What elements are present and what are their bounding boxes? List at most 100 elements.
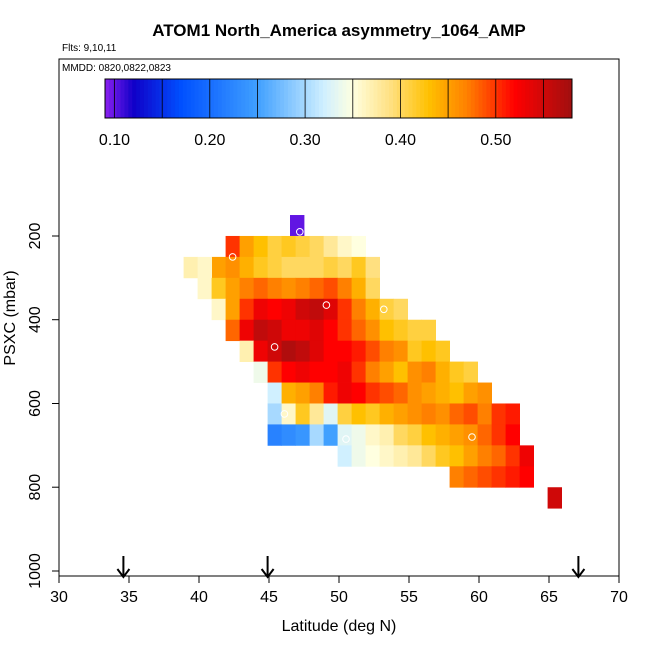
- heatmap-cell: [435, 403, 450, 425]
- heatmap-cell: [239, 235, 254, 258]
- heatmap-cells: [183, 215, 562, 509]
- heatmap-cell: [295, 256, 310, 279]
- heatmap-cell: [421, 340, 436, 362]
- heatmap-cell: [365, 361, 380, 383]
- heatmap-cell: [309, 298, 324, 321]
- heatmap-cell: [225, 277, 240, 300]
- heatmap-cell: [239, 277, 254, 300]
- heatmap-cell: [309, 319, 324, 342]
- colorbar-segment: [330, 79, 336, 118]
- colorbar-segment: [237, 79, 242, 118]
- colorbar-segment: [112, 79, 118, 118]
- colorbar-segment: [470, 79, 476, 118]
- sample-marker: [322, 301, 331, 309]
- colorbar-segment: [443, 79, 448, 118]
- heatmap-cell: [379, 319, 394, 342]
- heatmap-cell: [463, 424, 478, 446]
- colorbar-segment: [544, 79, 550, 118]
- x-tick-label: 55: [400, 589, 418, 606]
- colorbar-segment: [315, 79, 320, 118]
- heatmap-cell: [253, 361, 268, 383]
- heatmap-cell: [393, 361, 408, 383]
- colorbar-segment: [428, 79, 433, 118]
- heatmap-cell: [281, 340, 296, 362]
- heatmap-cell: [421, 361, 436, 383]
- heatmap-cell: [323, 403, 338, 425]
- colorbar-segment: [400, 79, 406, 118]
- colorbar-segment: [478, 79, 483, 118]
- sample-marker: [549, 475, 558, 483]
- colorbar-segment: [447, 79, 452, 118]
- colorbar-segment: [357, 79, 363, 118]
- colorbar-segment: [136, 79, 141, 118]
- colorbar-segment: [564, 79, 569, 118]
- heatmap-cell: [323, 361, 338, 383]
- colorbar-segment: [494, 79, 499, 118]
- colorbar-segment: [466, 79, 472, 118]
- heatmap-cell: [505, 466, 520, 488]
- y-tick-label: 800: [27, 474, 44, 501]
- sample-marker: [228, 253, 237, 261]
- colorbar-segment: [521, 79, 526, 118]
- heatmap-cell: [295, 319, 310, 342]
- colorbar-segment: [217, 79, 223, 118]
- heatmap-cell: [337, 298, 352, 321]
- heatmap-cell: [281, 256, 296, 279]
- colorbar-segment: [533, 79, 538, 118]
- heatmap-cell: [393, 340, 408, 362]
- colorbar-segment: [182, 79, 188, 118]
- colorbar-segment: [513, 79, 519, 118]
- heatmap-cell: [281, 403, 296, 425]
- x-axis: 30 35 40 45 50 55 60 65 70: [50, 576, 628, 606]
- heatmap-cell: [407, 361, 422, 383]
- heatmap-cell: [323, 340, 338, 362]
- heatmap-cell: [435, 340, 450, 362]
- heatmap-cell: [295, 340, 310, 362]
- colorbar-segment: [248, 79, 254, 118]
- colorbar-segment: [463, 79, 468, 118]
- heatmap-cell: [295, 298, 310, 321]
- heatmap-cell: [505, 445, 520, 467]
- colorbar-segment: [455, 79, 460, 118]
- heatmap-cell: [295, 361, 310, 383]
- colorbar-segment: [412, 79, 417, 118]
- heatmap-cell: [309, 277, 324, 300]
- heatmap-cell: [323, 277, 338, 300]
- heatmap-cell: [253, 298, 268, 321]
- heatmap-cell: [239, 256, 254, 279]
- colorbar-segment: [459, 79, 464, 118]
- heatmap-cell: [197, 256, 212, 279]
- heatmap-cell: [505, 403, 520, 425]
- heatmap-cell: [337, 235, 352, 258]
- heatmap-cell: [463, 361, 478, 383]
- colorbar-segment: [147, 79, 153, 118]
- heatmap-cell: [477, 382, 492, 404]
- colorbar-segment: [361, 79, 367, 118]
- heatmap-cell: [379, 424, 394, 446]
- heatmap-cell: [365, 256, 380, 279]
- x-tick-label: 65: [540, 589, 558, 606]
- colorbar-segment: [124, 79, 129, 118]
- colorbar-segment: [501, 79, 507, 118]
- heatmap-cell: [393, 424, 408, 446]
- colorbar-segment: [225, 79, 231, 118]
- colorbar-segment: [435, 79, 441, 118]
- heatmap-cell: [337, 340, 352, 362]
- colorbar-segment: [252, 79, 258, 118]
- x-axis-label: Latitude (deg N): [282, 618, 397, 635]
- heatmap-cell: [267, 382, 282, 404]
- sample-marker: [270, 343, 279, 351]
- colorbar-segment: [568, 79, 573, 118]
- heatmap-cell: [281, 235, 296, 258]
- dates-label: MMDD: 0820,0822,0823: [62, 63, 171, 74]
- heatmap-cell: [365, 298, 380, 321]
- colorbar-segment: [284, 79, 289, 118]
- heatmap-cell: [407, 319, 422, 342]
- heatmap-cell: [365, 424, 380, 446]
- colorbar-segment: [389, 79, 394, 118]
- colorbar-segment: [256, 79, 262, 118]
- heatmap-cell: [435, 445, 450, 467]
- heatmap-cell: [351, 424, 366, 446]
- heatmap-cell: [421, 445, 436, 467]
- heatmap-cell: [449, 382, 464, 404]
